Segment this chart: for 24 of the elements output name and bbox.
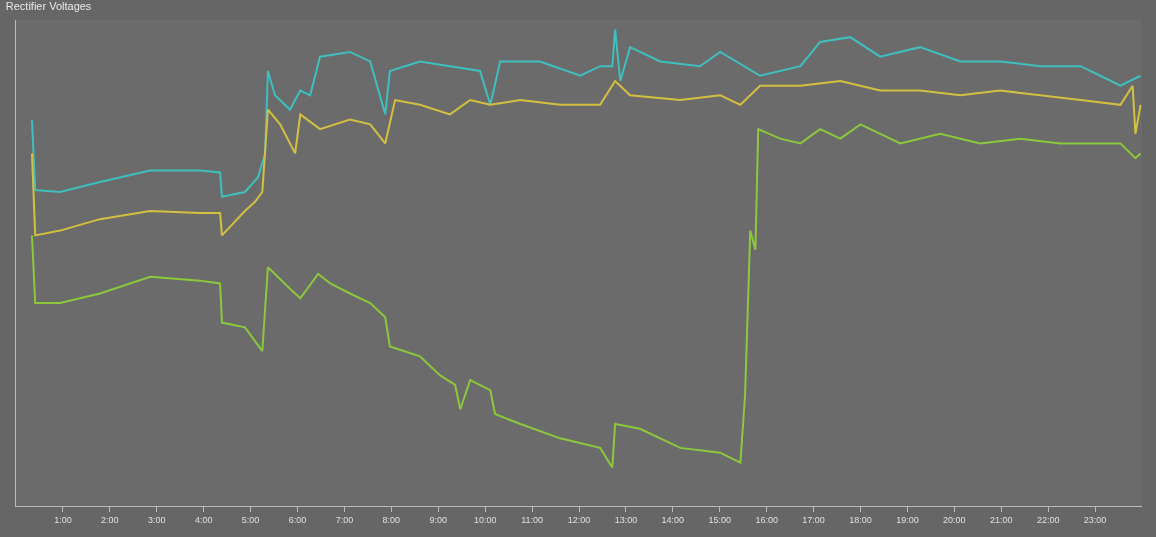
x-tick-label: 6:00 xyxy=(288,514,307,525)
x-tick-label: 10:00 xyxy=(473,514,497,525)
x-tick-label: 9:00 xyxy=(429,514,448,525)
x-tick-label: 1:00 xyxy=(54,514,72,525)
x-tick-label: 19:00 xyxy=(896,514,919,525)
x-tick-label: 2:00 xyxy=(101,514,119,525)
x-tick-label: 23:00 xyxy=(1083,514,1107,525)
x-tick-label: 16:00 xyxy=(755,514,778,525)
x-tick-label: 11:00 xyxy=(521,514,544,525)
x-tick-label: 13:00 xyxy=(614,514,638,525)
x-tick-label: 14:00 xyxy=(661,514,685,525)
x-tick-label: 22:00 xyxy=(1036,514,1060,525)
x-tick-label: 15:00 xyxy=(708,514,732,525)
x-tick-label: 4:00 xyxy=(194,514,213,525)
x-tick-label: 7:00 xyxy=(335,514,354,525)
x-tick-label: 3:00 xyxy=(147,514,166,525)
x-tick-label: 20:00 xyxy=(943,514,966,525)
x-tick-label: 8:00 xyxy=(382,514,401,525)
x-tick-label: 21:00 xyxy=(989,514,1013,525)
x-tick-label: 18:00 xyxy=(849,514,872,525)
x-tick-label: 5:00 xyxy=(241,514,260,525)
x-tick-label: 12:00 xyxy=(567,514,591,525)
chart-title: Rectifier Voltages xyxy=(5,0,92,13)
x-tick-label: 17:00 xyxy=(802,514,825,525)
